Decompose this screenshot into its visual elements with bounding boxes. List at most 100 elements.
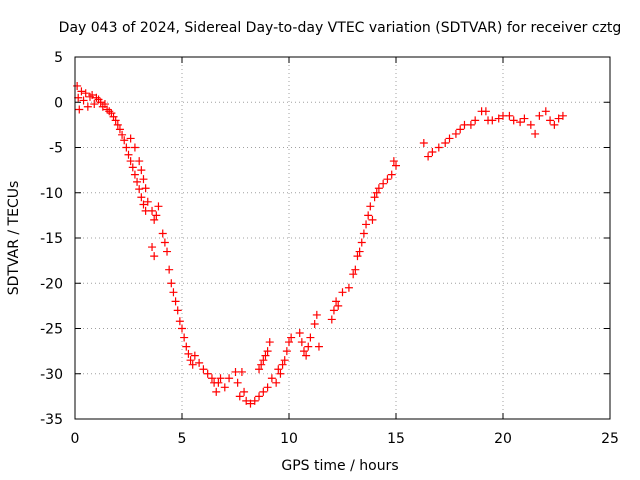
data-point: [255, 392, 264, 401]
data-point: [282, 347, 291, 356]
data-point: [314, 342, 323, 351]
data-point: [428, 148, 437, 157]
data-point: [357, 238, 366, 247]
x-tick-label: 10: [280, 431, 298, 447]
data-point: [154, 202, 163, 211]
data-point: [152, 211, 161, 220]
data-point: [137, 193, 146, 202]
data-point: [203, 369, 212, 378]
y-tick-label: -35: [40, 412, 63, 428]
data-point: [546, 116, 555, 125]
data-point: [349, 270, 358, 279]
data-point: [143, 197, 152, 206]
data-point: [526, 120, 535, 129]
data-point: [304, 342, 313, 351]
data-point: [122, 143, 131, 152]
data-point: [178, 324, 186, 333]
data-point: [235, 392, 244, 401]
data-point: [100, 100, 109, 109]
data-point: [338, 288, 347, 297]
data-point: [246, 399, 255, 408]
data-point: [77, 87, 86, 96]
x-tick-label: 20: [494, 431, 512, 447]
data-point: [167, 279, 176, 288]
data-point: [261, 351, 270, 360]
data-point: [276, 369, 285, 378]
data-point: [351, 265, 360, 274]
data-point: [424, 152, 433, 161]
data-point: [130, 170, 139, 179]
data-point: [329, 306, 338, 315]
data-point: [148, 206, 157, 215]
data-point: [128, 163, 137, 172]
y-tick-label: -10: [40, 186, 63, 202]
data-point: [250, 396, 259, 405]
data-point: [148, 243, 157, 252]
data-point: [225, 374, 234, 383]
data-point: [186, 356, 195, 365]
data-point: [306, 333, 315, 342]
data-point: [195, 358, 204, 367]
data-point: [139, 200, 148, 209]
data-point: [141, 184, 150, 193]
data-point: [199, 365, 208, 374]
data-point: [158, 229, 167, 238]
data-point: [73, 81, 82, 90]
data-point: [137, 166, 146, 175]
y-tick-label: -5: [49, 141, 63, 157]
data-point: [274, 365, 283, 374]
x-tick-label: 15: [387, 431, 405, 447]
data-point: [554, 114, 563, 123]
data-point: [242, 396, 251, 405]
data-points: [73, 81, 567, 408]
data-point: [259, 356, 268, 365]
data-point: [263, 347, 272, 356]
data-point: [374, 184, 383, 193]
data-point: [216, 374, 225, 383]
data-point: [488, 116, 497, 125]
data-point: [297, 338, 306, 347]
data-point: [481, 107, 490, 116]
data-point: [150, 215, 159, 224]
data-point: [79, 96, 88, 105]
data-point: [233, 378, 242, 387]
data-point: [370, 193, 379, 202]
data-point: [163, 247, 172, 256]
data-point: [368, 215, 377, 224]
data-point: [509, 116, 518, 125]
data-point: [81, 89, 90, 98]
data-point: [111, 116, 120, 125]
data-point: [471, 116, 480, 125]
data-point: [332, 297, 341, 306]
data-point: [220, 383, 229, 392]
data-point: [259, 387, 268, 396]
data-point: [372, 188, 381, 197]
x-tick-label: 25: [601, 431, 619, 447]
data-point: [531, 129, 540, 138]
data-point: [115, 125, 124, 134]
data-point: [130, 143, 139, 152]
data-point: [387, 170, 396, 179]
data-point: [520, 114, 529, 123]
data-point: [74, 93, 83, 102]
data-point: [344, 283, 353, 292]
y-tick-label: -25: [40, 322, 63, 338]
data-point: [265, 338, 274, 347]
data-point: [126, 157, 135, 166]
chart-title: Day 043 of 2024, Sidereal Day-to-day VTE…: [59, 20, 622, 36]
data-point: [75, 105, 84, 114]
data-point: [310, 319, 319, 328]
data-point: [267, 374, 276, 383]
data-point: [165, 265, 174, 274]
data-point: [516, 118, 525, 127]
data-point: [327, 315, 336, 324]
data-point: [173, 306, 182, 315]
data-point: [355, 247, 364, 256]
data-point: [113, 120, 122, 129]
data-point: [278, 360, 287, 369]
data-point: [135, 185, 144, 194]
data-point: [109, 112, 118, 121]
data-point: [285, 338, 293, 347]
data-point: [364, 211, 373, 220]
